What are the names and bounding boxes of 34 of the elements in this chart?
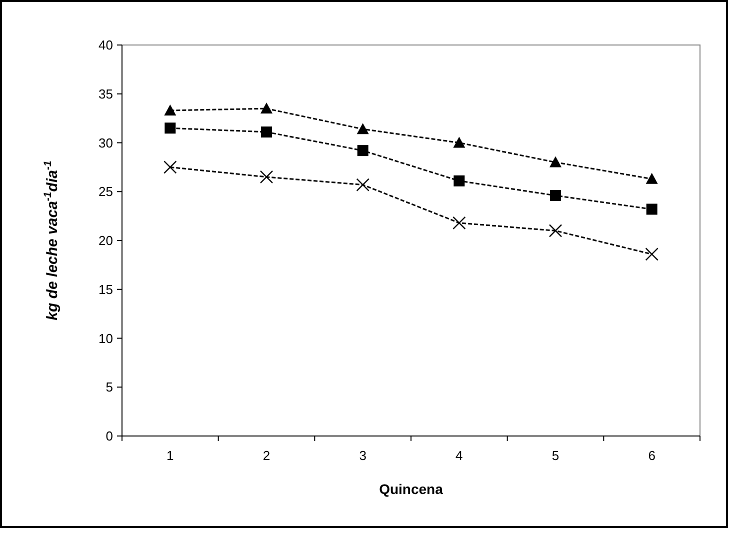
point: [164, 104, 176, 116]
x-tick-label: 4: [456, 448, 463, 463]
point: [164, 122, 176, 134]
y-tick-label: 35: [98, 86, 113, 102]
x-axis-title: Quincena: [379, 481, 444, 497]
x-tick-label: 3: [359, 448, 366, 463]
x-tick-label: 1: [166, 448, 174, 463]
x-tick-label: 5: [552, 448, 560, 463]
point: [646, 172, 658, 184]
point: [452, 216, 466, 230]
point: [645, 248, 658, 261]
point: [550, 156, 562, 168]
point: [356, 178, 370, 192]
point: [550, 190, 561, 202]
point: [453, 136, 466, 148]
point: [261, 126, 272, 138]
y-tick-label: 25: [98, 184, 113, 200]
y-tick-label: 10: [98, 330, 113, 346]
x-tick-label: 6: [648, 448, 656, 463]
point: [454, 175, 465, 186]
point: [164, 160, 177, 174]
y-tick-label: 0: [106, 428, 113, 444]
point: [260, 102, 272, 114]
point: [357, 145, 368, 156]
y-tick-label: 15: [98, 282, 113, 297]
y-tick-label: 30: [98, 135, 113, 150]
x-tick-label: 2: [262, 448, 270, 463]
point: [548, 224, 562, 238]
point: [260, 170, 274, 184]
y-tick-label: 40: [98, 38, 113, 53]
point: [356, 123, 369, 134]
point: [646, 204, 658, 215]
y-tick-label: 20: [98, 233, 113, 248]
y-tick-label: 5: [106, 380, 113, 395]
